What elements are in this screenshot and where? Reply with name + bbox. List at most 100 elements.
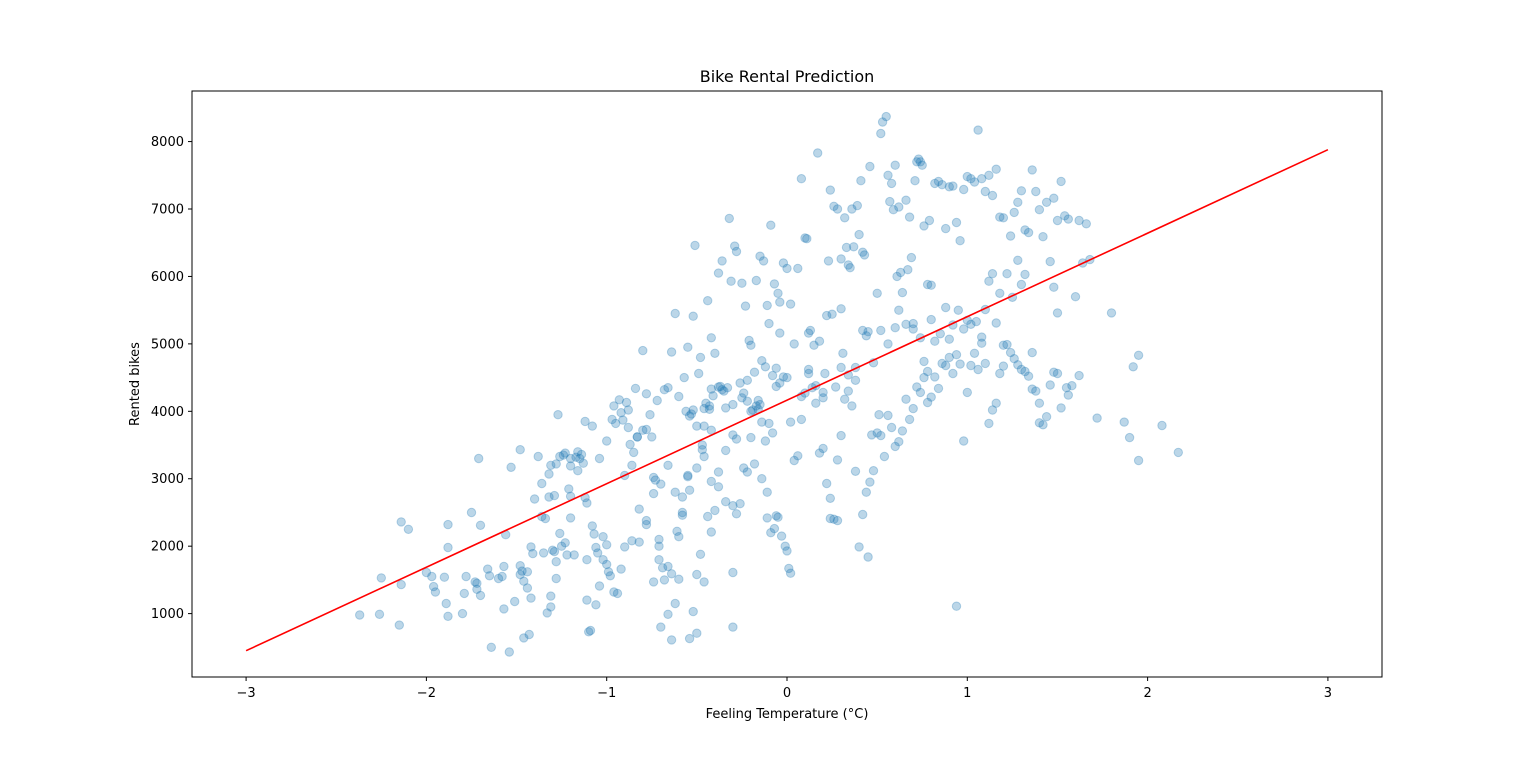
data-point [987, 269, 998, 279]
data-point [538, 548, 549, 558]
data-point [526, 542, 536, 552]
data-point [852, 200, 862, 211]
data-point [803, 328, 814, 338]
data-point [841, 242, 852, 253]
data-point [1034, 398, 1045, 408]
data-point [865, 161, 875, 172]
data-point [663, 383, 673, 393]
data-point [858, 509, 868, 520]
data-point [701, 398, 711, 408]
data-point [721, 497, 731, 507]
data-point [703, 296, 713, 306]
data-point [1041, 412, 1052, 422]
data-point [1023, 371, 1034, 381]
data-point [542, 608, 552, 618]
data-point [809, 340, 819, 350]
data-point [623, 405, 633, 415]
data-point [1027, 384, 1037, 394]
data-point [867, 430, 877, 440]
data-point [773, 288, 783, 298]
data-point [758, 256, 769, 266]
data-point [771, 363, 781, 373]
data-point [607, 414, 617, 425]
data-point [751, 275, 761, 286]
data-point [710, 505, 720, 516]
data-point [483, 564, 493, 574]
data-point [427, 571, 437, 582]
data-point [922, 397, 933, 408]
data-point [814, 448, 825, 458]
data-point [591, 542, 601, 553]
data-point [564, 484, 574, 494]
data-point [1034, 418, 1045, 428]
data-point [713, 482, 724, 492]
y-axis-label: Rented bikes [128, 342, 143, 426]
data-point [1020, 269, 1030, 280]
data-point [885, 196, 895, 207]
data-point [820, 368, 830, 379]
data-point [1157, 420, 1167, 431]
data-point [1061, 383, 1072, 393]
data-point [744, 335, 754, 346]
data-point [1063, 390, 1074, 400]
x-tick-label: −1 [597, 686, 616, 701]
data-point [674, 391, 684, 402]
data-point [697, 445, 707, 455]
data-point [987, 405, 998, 415]
data-point [886, 178, 897, 189]
data-point [472, 578, 482, 588]
data-point [461, 571, 471, 582]
data-point [735, 378, 745, 388]
data-point [688, 606, 698, 617]
data-point [634, 537, 644, 547]
data-point [1128, 362, 1138, 372]
data-point [587, 521, 597, 531]
data-point [906, 252, 917, 263]
data-point [486, 642, 496, 652]
data-point [865, 477, 875, 487]
chart-title: Bike Rental Prediction [700, 67, 875, 86]
data-point [749, 367, 760, 377]
data-point [948, 181, 958, 191]
data-point [764, 418, 774, 429]
data-point [829, 201, 839, 212]
data-point [740, 301, 751, 311]
data-point [594, 453, 605, 464]
data-point [831, 382, 841, 392]
data-point [519, 633, 529, 643]
data-point [775, 378, 785, 388]
data-point [847, 204, 857, 214]
data-point [1020, 366, 1030, 377]
data-point [439, 572, 450, 582]
data-point [688, 405, 698, 415]
data-point [540, 513, 551, 524]
y-tick-label: 2000 [151, 540, 184, 555]
data-point [948, 368, 958, 379]
data-point [991, 164, 1001, 174]
data-point [941, 223, 951, 234]
data-point [722, 383, 733, 393]
data-point [785, 568, 796, 578]
data-point [630, 383, 641, 394]
data-point [832, 455, 843, 465]
data-point [937, 358, 947, 369]
data-point [962, 171, 972, 182]
data-point [656, 622, 666, 632]
data-point [849, 242, 859, 252]
data-point [753, 395, 763, 406]
data-point [737, 393, 747, 403]
data-point [840, 213, 850, 223]
data-point [677, 492, 688, 502]
data-point [836, 362, 846, 373]
fit-line-layer [245, 148, 1329, 652]
data-point [951, 217, 962, 228]
data-point [594, 581, 605, 591]
data-point [686, 409, 697, 419]
data-point [706, 384, 716, 394]
data-point [941, 302, 951, 313]
data-point [959, 436, 969, 446]
data-point [822, 478, 832, 489]
data-point [858, 247, 868, 257]
y-tick-label: 6000 [151, 270, 184, 285]
data-point [796, 174, 807, 184]
